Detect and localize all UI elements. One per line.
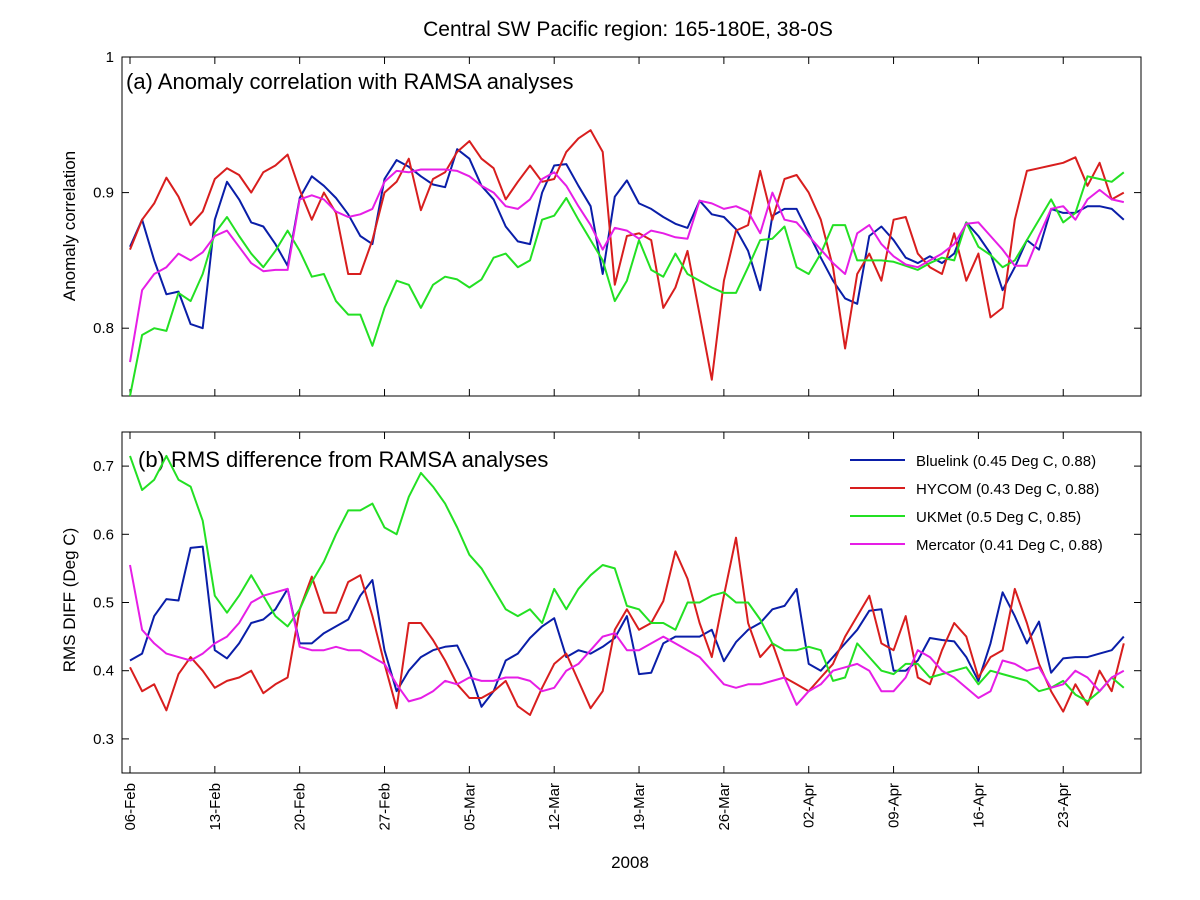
- legend-label-mercator: Mercator (0.41 Deg C, 0.88): [916, 537, 1103, 554]
- panel-b-series-lines: [129, 454, 1125, 716]
- y-tick-label: 0.3: [93, 731, 114, 748]
- series-line-ukmet: [129, 171, 1125, 397]
- y-tick-label: 0.6: [93, 526, 114, 543]
- x-tick-label: 23-Apr: [1055, 783, 1072, 828]
- y-tick-label: 1: [106, 49, 114, 66]
- x-tick-label: 26-Mar: [716, 783, 733, 831]
- legend-label-bluelink: Bluelink (0.45 Deg C, 0.88): [916, 453, 1096, 470]
- series-line-mercator: [129, 564, 1125, 706]
- x-tick-label: 27-Feb: [377, 783, 394, 831]
- panel-a-series-lines: [129, 129, 1125, 397]
- panel-b-y-ticks: 0.3 0.4 0.5 0.6 0.7: [93, 458, 1141, 748]
- x-tick-label: 20-Feb: [292, 783, 309, 831]
- x-tick-label: 12-Mar: [546, 783, 563, 831]
- panel-a-title: (a) Anomaly correlation with RAMSA analy…: [126, 69, 574, 94]
- x-tick-label: 09-Apr: [886, 783, 903, 828]
- y-tick-label: 0.4: [93, 663, 114, 680]
- legend-label-ukmet: UKMet (0.5 Deg C, 0.85): [916, 509, 1081, 526]
- legend-label-hycom: HYCOM (0.43 Deg C, 0.88): [916, 481, 1099, 498]
- y-tick-label: 0.5: [93, 595, 114, 612]
- panel-a-axes: [121, 56, 1142, 397]
- y-tick-label: 0.7: [93, 458, 114, 475]
- y-tick-label: 0.8: [93, 320, 114, 337]
- panel-a-ylabel: Anomaly correlation: [60, 151, 79, 301]
- series-line-hycom: [129, 536, 1125, 716]
- x-tick-label: 19-Mar: [631, 783, 648, 831]
- figure-title: Central SW Pacific region: 165-180E, 38-…: [423, 18, 833, 41]
- x-tick-label: 06-Feb: [122, 783, 139, 831]
- panel-b-x-ticks: 06-Feb 13-Feb 20-Feb 27-Feb 05-Mar 12-Mar 19-M…: [122, 432, 1072, 831]
- panel-b: (b) RMS difference from RAMSA analyses R…: [60, 431, 1142, 831]
- panel-b-ylabel: RMS DIFF (Deg C): [60, 528, 79, 673]
- legend: Bluelink (0.45 Deg C, 0.88) HYCOM (0.43 …: [850, 453, 1103, 554]
- x-tick-label: 13-Feb: [207, 783, 224, 831]
- panel-a-x-ticks: [129, 57, 1064, 396]
- x-tick-label: 16-Apr: [970, 783, 987, 828]
- series-line-mercator: [129, 168, 1125, 363]
- panel-a-y-ticks: 0.8 0.9 1: [93, 49, 1141, 337]
- panel-a: (a) Anomaly correlation with RAMSA analy…: [60, 49, 1142, 397]
- y-tick-label: 0.9: [93, 185, 114, 202]
- series-line-ukmet: [129, 454, 1125, 703]
- panel-b-title: (b) RMS difference from RAMSA analyses: [138, 447, 548, 472]
- series-line-hycom: [129, 129, 1125, 381]
- x-axis-label: 2008: [611, 853, 649, 872]
- x-tick-label: 02-Apr: [801, 783, 818, 828]
- x-tick-label: 05-Mar: [461, 783, 478, 831]
